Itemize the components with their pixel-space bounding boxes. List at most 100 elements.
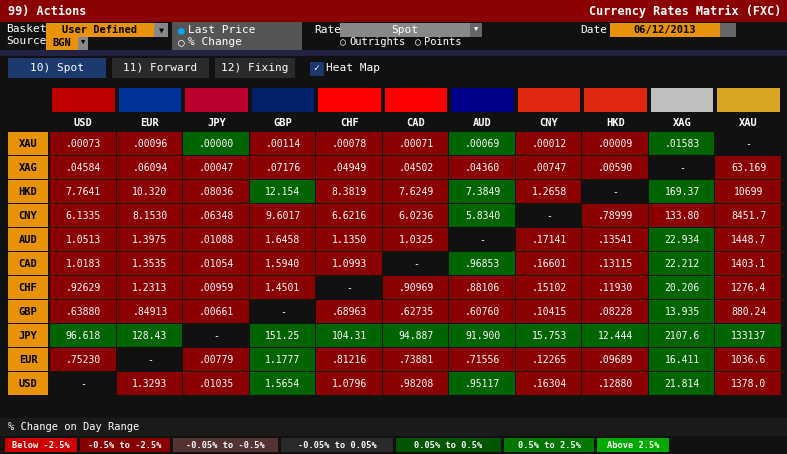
Text: 1.1777: 1.1777 (265, 355, 301, 365)
Text: 20.206: 20.206 (664, 283, 700, 293)
Text: 16.411: 16.411 (664, 355, 700, 365)
Text: -: - (746, 139, 752, 149)
Bar (185, 88, 248, 112)
Bar (249, 372, 315, 395)
Bar (318, 88, 381, 112)
Bar (116, 324, 182, 347)
Bar (382, 156, 449, 179)
Bar (50, 180, 116, 203)
Bar (449, 252, 515, 275)
Bar (249, 156, 315, 179)
Bar (715, 156, 781, 179)
Text: 104.31: 104.31 (332, 331, 367, 341)
Text: .00779: .00779 (199, 355, 234, 365)
Bar (116, 300, 182, 323)
Bar (449, 300, 515, 323)
Bar (183, 276, 249, 299)
Text: 94.887: 94.887 (398, 331, 434, 341)
Text: 8451.7: 8451.7 (731, 211, 767, 221)
Text: .00590: .00590 (598, 163, 634, 173)
Text: Below -2.5%: Below -2.5% (12, 440, 70, 449)
Bar (649, 180, 715, 203)
Text: .06094: .06094 (132, 163, 168, 173)
Text: HKD: HKD (606, 118, 625, 128)
Bar (50, 372, 116, 395)
Text: 9.6017: 9.6017 (265, 211, 301, 221)
Text: 169.37: 169.37 (664, 187, 700, 197)
Bar (316, 252, 382, 275)
Bar (715, 324, 781, 347)
Text: -: - (679, 163, 685, 173)
Bar (46, 37, 78, 50)
Bar (649, 132, 715, 155)
Text: CNY: CNY (540, 118, 559, 128)
Text: 1.3975: 1.3975 (132, 235, 168, 245)
Bar (316, 300, 382, 323)
Bar (649, 276, 715, 299)
Text: .01035: .01035 (199, 379, 234, 389)
Bar (316, 372, 382, 395)
Text: ○: ○ (178, 37, 185, 47)
Text: -: - (613, 187, 619, 197)
Bar (382, 372, 449, 395)
Text: .01583: .01583 (664, 139, 700, 149)
Bar (0, 22, 787, 50)
Text: EUR: EUR (19, 355, 37, 365)
Text: .62735: .62735 (398, 307, 434, 317)
Bar (8, 228, 48, 251)
Bar (316, 324, 382, 347)
Text: -: - (413, 259, 419, 269)
Bar (8, 252, 48, 275)
Text: .07176: .07176 (265, 163, 301, 173)
Text: .16304: .16304 (531, 379, 567, 389)
Bar (515, 204, 582, 227)
Bar (649, 372, 715, 395)
Bar (8, 204, 48, 227)
Text: JPY: JPY (19, 331, 37, 341)
Text: Date: Date (580, 25, 607, 35)
Bar (715, 348, 781, 371)
Text: AUD: AUD (19, 235, 37, 245)
Bar (515, 252, 582, 275)
Text: -: - (280, 307, 286, 317)
Bar (116, 228, 182, 251)
Text: JPY: JPY (207, 118, 226, 128)
Bar (116, 348, 182, 371)
Bar (515, 300, 582, 323)
Bar (649, 348, 715, 371)
Text: ▼: ▼ (81, 40, 85, 46)
Text: .08036: .08036 (199, 187, 234, 197)
Bar (5, 438, 77, 452)
Bar (382, 204, 449, 227)
Text: 1378.0: 1378.0 (731, 379, 767, 389)
Text: .84913: .84913 (132, 307, 168, 317)
Text: .00012: .00012 (531, 139, 567, 149)
Text: Source: Source (6, 36, 46, 46)
Bar (449, 180, 515, 203)
Bar (50, 204, 116, 227)
Bar (451, 88, 514, 112)
Text: 1.3535: 1.3535 (132, 259, 168, 269)
Text: -0.5% to -2.5%: -0.5% to -2.5% (88, 440, 162, 449)
Text: .08228: .08228 (598, 307, 634, 317)
Text: 63.169: 63.169 (731, 163, 767, 173)
Text: 6.1335: 6.1335 (65, 211, 101, 221)
Text: .01054: .01054 (199, 259, 234, 269)
Text: .00071: .00071 (398, 139, 434, 149)
Bar (597, 438, 669, 452)
Text: 91.900: 91.900 (465, 331, 501, 341)
Text: XAU: XAU (739, 118, 758, 128)
Bar (382, 132, 449, 155)
Bar (0, 56, 787, 80)
Text: -: - (479, 235, 486, 245)
Text: 13.935: 13.935 (664, 307, 700, 317)
Text: Rate: Rate (314, 25, 341, 35)
Text: 1.5654: 1.5654 (265, 379, 301, 389)
Bar (449, 324, 515, 347)
Bar (50, 132, 116, 155)
Bar (249, 324, 315, 347)
Text: ○: ○ (415, 37, 421, 47)
Bar (8, 372, 48, 395)
Text: % Change on Day Range: % Change on Day Range (8, 422, 139, 432)
Text: CAD: CAD (407, 118, 426, 128)
